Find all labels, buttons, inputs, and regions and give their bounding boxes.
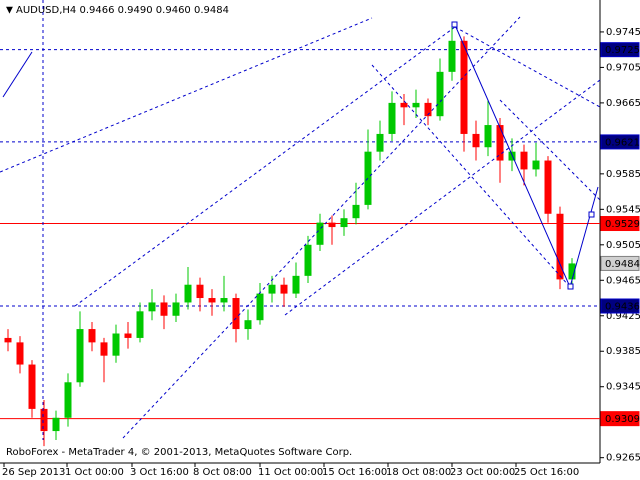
candle-body — [448, 40, 456, 72]
price-label-box — [600, 134, 640, 150]
price-label: 0.9436 — [605, 302, 640, 313]
candle-body — [328, 222, 336, 228]
candle-body — [88, 329, 96, 343]
candle-body — [304, 244, 312, 276]
price-label: 0.9309 — [605, 414, 640, 425]
candle-body — [316, 222, 324, 245]
candle-body — [256, 293, 264, 321]
y-tick-label: 0.9265 — [606, 453, 640, 464]
candle-body — [472, 133, 480, 148]
candle-body — [376, 133, 384, 152]
price-label: 0.9529 — [605, 219, 640, 230]
candle-body — [388, 102, 396, 134]
candle-body — [280, 284, 288, 294]
forecast-point — [567, 283, 574, 290]
x-tick-label: 26 Sep 2013 — [2, 467, 65, 478]
candle-body — [112, 333, 120, 356]
candle-body — [100, 342, 108, 356]
price-label-box — [600, 411, 640, 427]
trend-line — [74, 26, 456, 307]
candle-body — [556, 213, 564, 280]
candle-body — [52, 417, 60, 432]
candle-body — [40, 408, 48, 432]
candle-body — [508, 151, 516, 161]
chart-title: AUDUSD,H4 0.9466 0.9490 0.9460 0.9484 — [16, 5, 229, 16]
collapse-arrow: ▼ — [6, 6, 13, 16]
trend-line — [122, 16, 521, 439]
candle-body — [148, 302, 156, 312]
candle-body — [28, 364, 36, 409]
candle-body — [244, 320, 252, 330]
candle-body — [544, 160, 552, 214]
candle-body — [496, 125, 504, 161]
x-tick-label: 25 Oct 16:00 — [514, 467, 579, 478]
x-tick-label: 11 Oct 00:00 — [258, 467, 323, 478]
y-tick-label: 0.9465 — [606, 275, 640, 286]
x-tick-label: 1 Oct 00:00 — [65, 467, 124, 478]
candle-body — [424, 102, 432, 117]
candle-body — [208, 298, 216, 303]
trend-line — [2, 51, 33, 98]
candle-body — [136, 311, 144, 338]
trend-line — [454, 26, 601, 108]
y-tick-label: 0.9385 — [606, 346, 640, 357]
candle-body — [76, 329, 84, 383]
forecast-point — [451, 21, 458, 28]
candle-body — [124, 333, 132, 338]
candle-body — [220, 298, 228, 303]
price-label-box — [600, 298, 640, 314]
price-label: 0.9621 — [605, 137, 640, 148]
x-tick-label: 15 Oct 16:00 — [322, 467, 387, 478]
candle-body — [292, 275, 300, 294]
y-tick-label: 0.9585 — [606, 169, 640, 180]
price-label-box — [600, 216, 640, 232]
x-tick-label: 23 Oct 00:00 — [450, 467, 515, 478]
y-tick-label: 0.9545 — [606, 204, 640, 215]
candle-body — [268, 284, 276, 294]
candle-body — [4, 337, 12, 343]
candle-body — [460, 40, 468, 134]
footer: RoboForex - MetaTrader 4, © 2001-2013, M… — [6, 447, 352, 458]
candle-body — [568, 263, 576, 280]
candle-body — [160, 302, 168, 316]
trend-lines — [0, 0, 601, 440]
price-label: 0.9484 — [605, 259, 640, 270]
candle-body — [484, 125, 492, 148]
candle-body — [400, 102, 408, 108]
candle-body — [520, 151, 528, 170]
candle-body — [184, 284, 192, 303]
price-label-box — [600, 42, 640, 58]
x-tick-label: 18 Oct 08:00 — [386, 467, 451, 478]
candle-body — [172, 302, 180, 316]
candle-body — [64, 382, 72, 418]
x-tick-label: 3 Oct 16:00 — [130, 467, 189, 478]
x-tick-label: 8 Oct 08:00 — [193, 467, 252, 478]
candle-body — [340, 218, 348, 228]
candle-body — [436, 71, 444, 117]
candle-body — [352, 204, 360, 219]
y-tick-label: 0.9705 — [606, 62, 640, 73]
candle-body — [232, 298, 240, 330]
y-tick-label: 0.9345 — [606, 382, 640, 393]
candle-body — [412, 102, 420, 108]
price-label-box — [600, 255, 640, 271]
candle-body — [16, 342, 24, 365]
candle-body — [364, 151, 372, 205]
candle-body — [532, 160, 540, 170]
trend-line — [0, 17, 373, 173]
price-label: 0.9725 — [605, 45, 640, 56]
y-tick-label: 0.9745 — [606, 27, 640, 38]
candle-body — [196, 284, 204, 299]
forecast-point — [588, 211, 595, 218]
y-tick-label: 0.9665 — [606, 98, 640, 109]
y-tick-label: 0.9425 — [606, 311, 640, 322]
y-tick-label: 0.9505 — [606, 240, 640, 251]
trend-line — [371, 64, 571, 288]
